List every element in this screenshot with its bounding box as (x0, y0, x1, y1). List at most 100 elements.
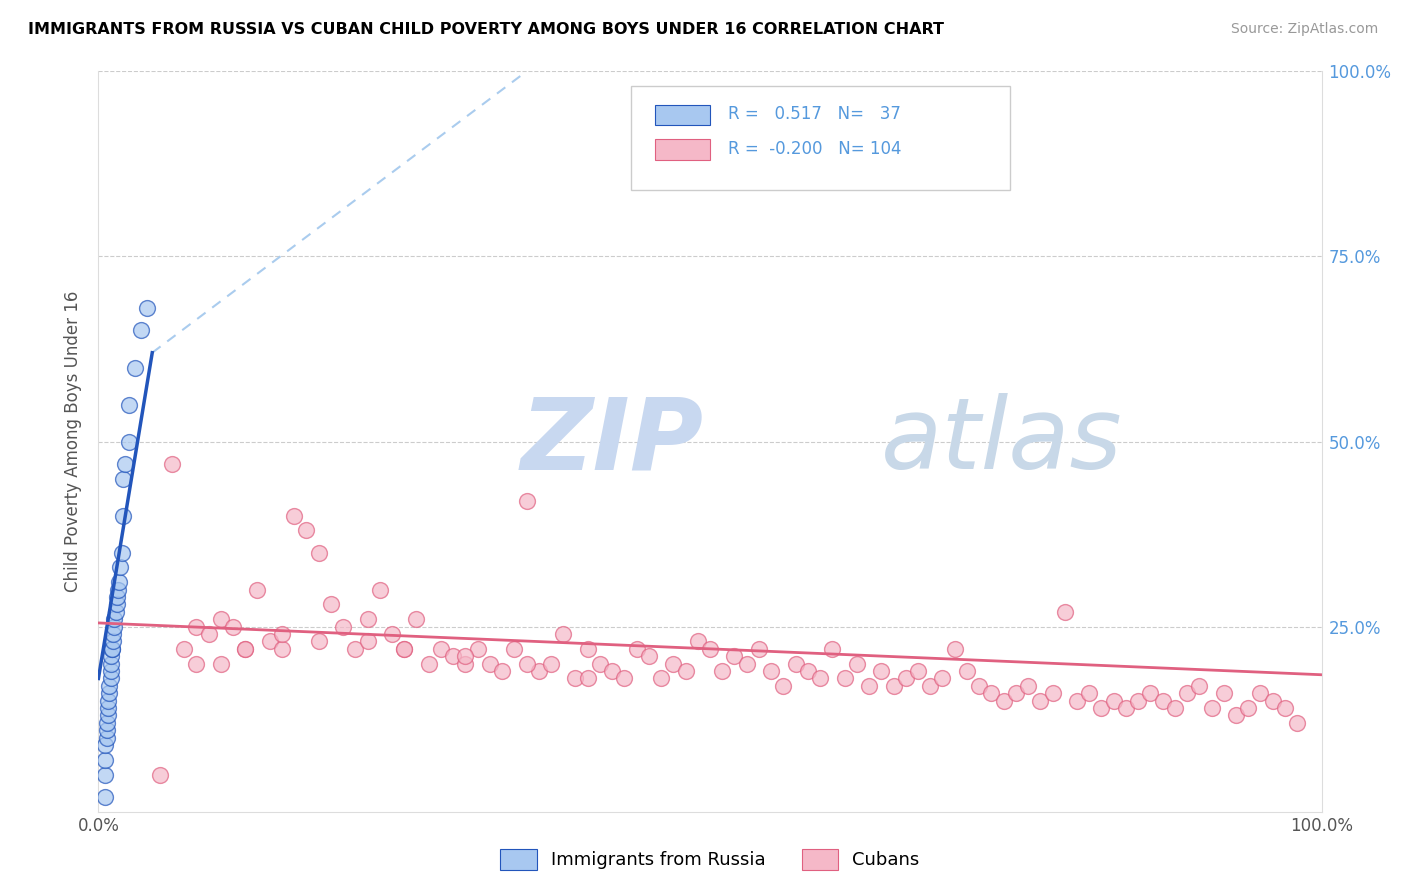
Point (576, 672, 599, 686)
Point (100, 664, 122, 678)
Point (246, 582, 269, 597)
Point (98, 686, 121, 700)
Point (1102, 694, 1125, 708)
Point (967, 679, 990, 693)
Point (209, 612, 232, 626)
Point (808, 672, 831, 686)
Point (883, 679, 905, 693)
Point (1237, 701, 1260, 715)
Point (97, 694, 120, 708)
Text: IMMIGRANTS FROM RUSSIA VS CUBAN CHILD POVERTY AMONG BOYS UNDER 16 CORRELATION CH: IMMIGRANTS FROM RUSSIA VS CUBAN CHILD PO… (28, 22, 943, 37)
Point (111, 471, 134, 485)
Point (515, 493, 537, 508)
Point (101, 634, 124, 648)
Point (613, 672, 636, 686)
Point (761, 664, 783, 678)
Point (821, 641, 844, 656)
Point (638, 649, 661, 664)
Point (491, 664, 513, 678)
Point (356, 634, 378, 648)
Bar (655, 139, 710, 161)
Point (515, 657, 537, 671)
Point (931, 672, 953, 686)
Point (100, 649, 122, 664)
Point (675, 664, 697, 678)
Point (993, 694, 1015, 708)
Y-axis label: Child Poverty Among Boys Under 16: Child Poverty Among Boys Under 16 (65, 291, 83, 592)
Point (222, 619, 245, 633)
Point (600, 664, 623, 678)
Point (100, 657, 122, 671)
Point (98, 679, 121, 693)
Text: ZIP: ZIP (520, 393, 703, 490)
Point (124, 360, 146, 375)
Point (197, 627, 219, 641)
Point (1274, 701, 1296, 715)
Point (160, 457, 183, 471)
Point (1139, 686, 1161, 700)
Point (1152, 694, 1174, 708)
Point (108, 575, 131, 590)
Point (186, 619, 208, 633)
Point (270, 627, 294, 641)
Point (105, 598, 128, 612)
Point (1201, 701, 1223, 715)
Point (111, 546, 134, 560)
Point (748, 641, 770, 656)
Point (392, 641, 416, 656)
Point (1066, 694, 1088, 708)
Point (319, 598, 342, 612)
Point (686, 634, 709, 648)
Point (735, 657, 758, 671)
Point (553, 627, 575, 641)
Point (1004, 686, 1026, 700)
Point (105, 590, 128, 604)
Point (114, 457, 136, 471)
Point (103, 612, 125, 626)
Point (368, 582, 391, 597)
Point (332, 619, 354, 633)
FancyBboxPatch shape (630, 87, 1010, 190)
Point (283, 508, 305, 523)
Point (1017, 679, 1039, 693)
Point (527, 664, 550, 678)
Point (418, 657, 440, 671)
Point (118, 397, 141, 411)
Point (93, 789, 115, 804)
Point (270, 641, 294, 656)
Point (1128, 694, 1150, 708)
Point (956, 664, 979, 678)
Point (93, 767, 115, 781)
Point (97, 701, 120, 715)
Point (467, 641, 489, 656)
Point (858, 679, 880, 693)
Point (101, 641, 124, 656)
Point (1078, 686, 1101, 700)
Point (711, 664, 734, 678)
Point (564, 672, 586, 686)
Point (1042, 686, 1064, 700)
Point (110, 560, 132, 574)
Point (93, 753, 115, 767)
Point (233, 641, 256, 656)
Point (1175, 686, 1198, 700)
Point (93, 738, 115, 752)
Point (723, 649, 745, 664)
Point (870, 664, 893, 678)
Point (503, 641, 526, 656)
Point (96, 723, 118, 738)
Point (103, 619, 125, 633)
Point (845, 657, 868, 671)
Point (96, 715, 118, 730)
Point (100, 672, 122, 686)
Point (785, 657, 807, 671)
Point (96, 731, 118, 745)
Point (430, 641, 453, 656)
Point (405, 612, 427, 626)
Point (104, 605, 127, 619)
Text: Source: ZipAtlas.com: Source: ZipAtlas.com (1230, 22, 1378, 37)
Point (118, 434, 141, 449)
Point (540, 657, 562, 671)
Point (454, 657, 477, 671)
Point (1225, 708, 1247, 723)
